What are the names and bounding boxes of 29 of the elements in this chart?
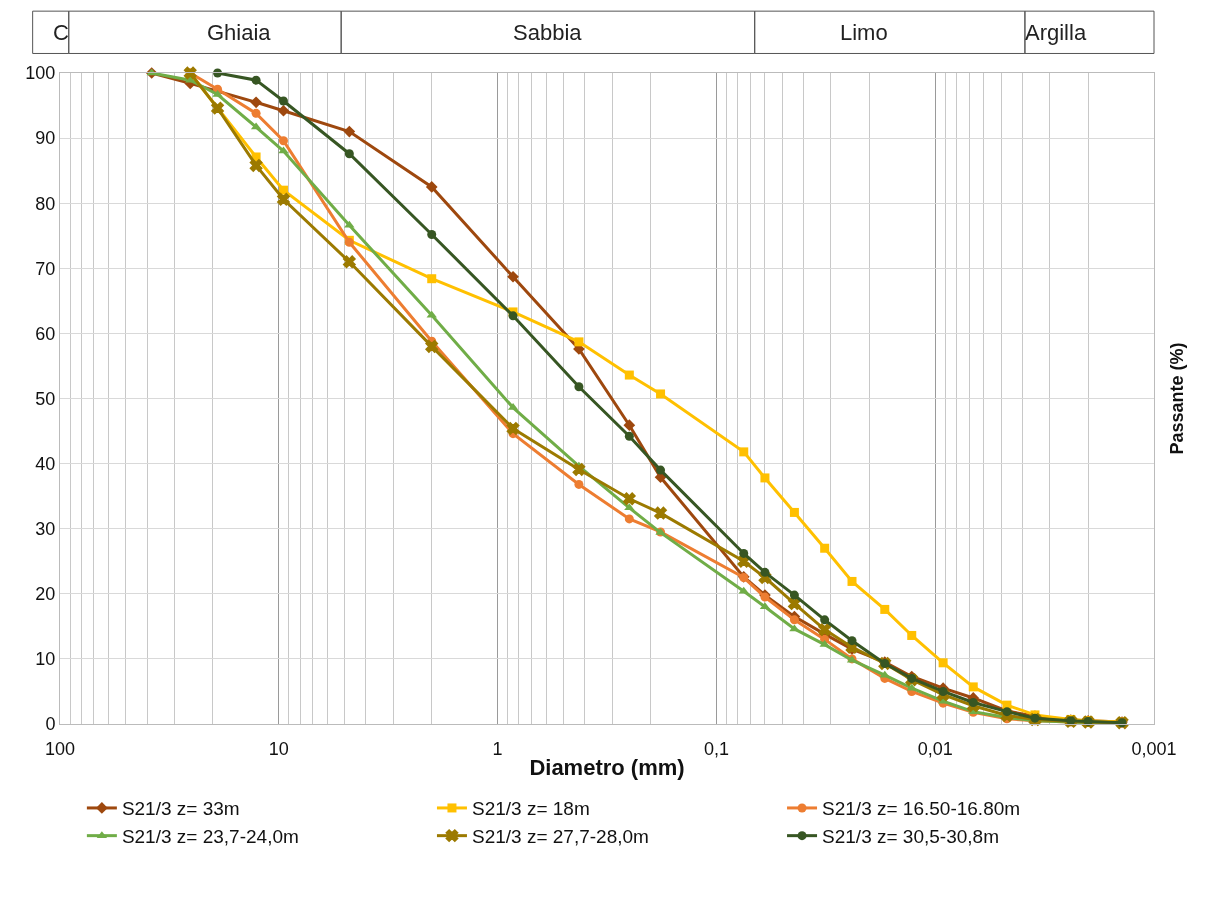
y-tick-label: 80	[35, 193, 56, 214]
legend-label: S21/3 z= 30,5-30,8m	[822, 826, 999, 848]
text: Sabbia	[513, 20, 583, 45]
legend-label: S21/3 z= 16.50-16.80m	[822, 798, 1021, 820]
text: Limo	[840, 20, 888, 45]
y-tick-label: 0	[45, 714, 56, 735]
legend-label: S21/3 z= 18m	[471, 798, 590, 820]
x-tick-label: 0,001	[1131, 738, 1177, 759]
x-tick-label: 0,1	[703, 738, 729, 759]
text: Argilla	[1025, 20, 1087, 45]
y-tick-label: 20	[35, 584, 56, 605]
x-axis-title: Diametro (mm)	[529, 755, 685, 781]
legend-label: S21/3 z= 27,7-28,0m	[471, 826, 649, 848]
text: C	[53, 20, 69, 45]
y-tick-label: 30	[35, 519, 56, 539]
x-tick-label: 10	[268, 738, 289, 759]
y-tick-label: 10	[35, 649, 56, 670]
legend-label: S21/3 z= 23,7-24,0m	[121, 826, 299, 848]
x-tick-label: 1	[492, 738, 503, 759]
y-tick-label: 40	[35, 453, 56, 474]
y-tick-label: 70	[35, 258, 56, 279]
y-axis-title: Passante (%)	[1167, 342, 1188, 455]
y-tick-label: 50	[35, 388, 56, 409]
y-tick-label: 60	[35, 323, 56, 344]
legend-label: S21/3 z= 33m	[121, 798, 240, 820]
y-tick-label: 90	[35, 128, 56, 149]
text: Ghiaia	[207, 20, 272, 45]
y-tick-label: 100	[25, 63, 56, 84]
x-tick-label: 0,01	[917, 738, 953, 759]
